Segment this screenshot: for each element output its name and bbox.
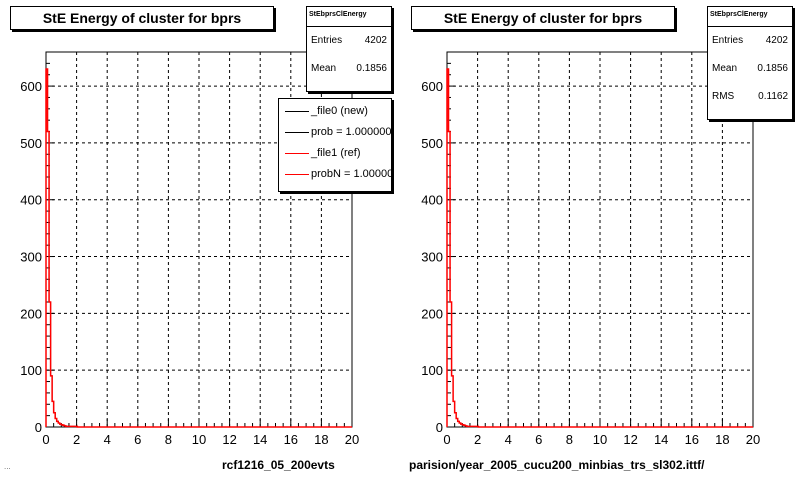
right-x-tick-label: 10 bbox=[593, 432, 607, 447]
left-stats-mean-label: Mean bbox=[311, 63, 337, 74]
left-x-tick-label: 6 bbox=[134, 432, 141, 447]
left-y-tick-label: 300 bbox=[20, 250, 42, 265]
left-stats-name: StEbprsClEnergy bbox=[307, 7, 391, 27]
right-stats-name: StEbprsClEnergy bbox=[708, 7, 792, 27]
legend-label: _file0 (new) bbox=[311, 105, 368, 117]
left-y-tick-label: 500 bbox=[20, 136, 42, 151]
left-stats-entries-label: Entries bbox=[311, 35, 343, 46]
left-stats-entries-row: Entries 4202 bbox=[307, 27, 391, 55]
right-y-tick-label: 0 bbox=[436, 420, 443, 435]
right-y-tick-label: 300 bbox=[421, 250, 443, 265]
right-y-tick-label: 600 bbox=[421, 79, 443, 94]
left-footer-truncated: ... bbox=[4, 462, 11, 471]
right-x-tick-label: 6 bbox=[535, 432, 542, 447]
right-x-tick-label: 2 bbox=[474, 432, 481, 447]
left-x-tick-label: 12 bbox=[222, 432, 236, 447]
right-stats-entries-label: Entries bbox=[712, 35, 744, 46]
legend-swatch-new bbox=[285, 111, 309, 112]
right-x-tick-label: 18 bbox=[715, 432, 729, 447]
left-x-tick-label: 8 bbox=[165, 432, 172, 447]
right-x-tick-label: 0 bbox=[443, 432, 450, 447]
left-series--file1-ref- bbox=[45, 68, 352, 428]
legend-swatch-ref bbox=[285, 153, 309, 154]
legend-label: prob = 1.000000 bbox=[311, 126, 392, 138]
legend-entry: _file1 (ref) bbox=[279, 143, 391, 164]
legend-label: _file1 (ref) bbox=[311, 147, 361, 159]
left-y-tick-label: 600 bbox=[20, 79, 42, 94]
left-x-tick-label: 18 bbox=[314, 432, 328, 447]
right-x-tick-label: 16 bbox=[685, 432, 699, 447]
left-x-tick-label: 16 bbox=[284, 432, 298, 447]
right-y-tick-label: 400 bbox=[421, 193, 443, 208]
right-stats-rms-label: RMS bbox=[712, 91, 735, 102]
legend-entry: probN = 1.000000 bbox=[279, 164, 391, 185]
right-x-tick-label: 20 bbox=[746, 432, 760, 447]
right-footer-label: parision/year_2005_cucu200_minbias_trs_s… bbox=[409, 458, 705, 472]
right-y-tick-label: 200 bbox=[421, 306, 443, 321]
right-stats-entries-row: Entries 4202 bbox=[708, 27, 792, 55]
left-y-tick-label: 400 bbox=[20, 193, 42, 208]
left-x-tick-label: 14 bbox=[253, 432, 267, 447]
right-x-tick-label: 8 bbox=[566, 432, 573, 447]
legend-label: probN = 1.000000 bbox=[311, 168, 392, 180]
left-y-tick-label: 100 bbox=[20, 363, 42, 378]
left-y-tick-label: 0 bbox=[35, 420, 42, 435]
right-chart-title: StE Energy of cluster for bprs bbox=[411, 6, 675, 30]
right-stats-rms-value: 0.1162 bbox=[758, 91, 788, 102]
left-x-tick-label: 2 bbox=[73, 432, 80, 447]
legend-entry: prob = 1.000000 bbox=[279, 122, 391, 143]
right-stats-mean-value: 0.1856 bbox=[757, 63, 788, 74]
right-stats-entries-value: 4202 bbox=[765, 35, 788, 46]
left-x-tick-label: 10 bbox=[192, 432, 206, 447]
right-x-tick-label: 14 bbox=[654, 432, 668, 447]
left-y-tick-label: 200 bbox=[20, 306, 42, 321]
right-x-tick-label: 4 bbox=[505, 432, 512, 447]
left-legend: _file0 (new) prob = 1.000000 _file1 (ref… bbox=[278, 98, 392, 192]
legend-swatch-ref bbox=[285, 174, 309, 175]
left-chart-title: StE Energy of cluster for bprs bbox=[10, 6, 274, 30]
legend-entry: _file0 (new) bbox=[279, 101, 391, 122]
legend-swatch-new bbox=[285, 132, 309, 133]
right-stats-box: StEbprsClEnergy Entries 4202 Mean 0.1856… bbox=[707, 6, 793, 120]
right-stats-mean-row: Mean 0.1856 bbox=[708, 55, 792, 83]
left-stats-box: StEbprsClEnergy Entries 4202 Mean 0.1856 bbox=[306, 6, 392, 92]
left-stats-mean-value: 0.1856 bbox=[356, 63, 387, 74]
right-y-tick-label: 100 bbox=[421, 363, 443, 378]
right-y-tick-label: 500 bbox=[421, 136, 443, 151]
right-stats-mean-label: Mean bbox=[712, 63, 738, 74]
left-x-tick-label: 0 bbox=[42, 432, 49, 447]
left-stats-mean-row: Mean 0.1856 bbox=[307, 55, 391, 83]
right-x-tick-label: 12 bbox=[623, 432, 637, 447]
left-x-tick-label: 4 bbox=[104, 432, 111, 447]
left-footer-label: rcf1216_05_200evts bbox=[222, 458, 335, 472]
left-stats-entries-value: 4202 bbox=[364, 35, 387, 46]
right-footer-clip: parision/year_2005_cucu200_minbias_trs_s… bbox=[409, 458, 800, 478]
right-series-histogram bbox=[446, 68, 753, 428]
right-stats-rms-row: RMS 0.1162 bbox=[708, 83, 792, 111]
left-x-tick-label: 20 bbox=[345, 432, 359, 447]
